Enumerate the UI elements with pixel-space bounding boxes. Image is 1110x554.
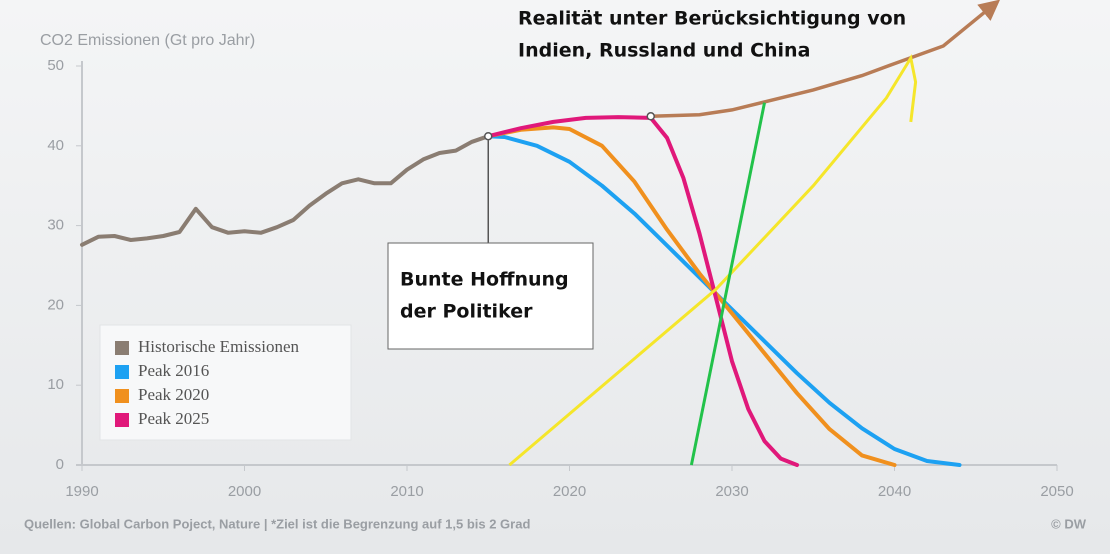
y-tick-label: 30 bbox=[47, 217, 64, 234]
x-tick-label: 2000 bbox=[228, 483, 261, 500]
credit: © DW bbox=[1051, 516, 1087, 531]
legend-label: Historische Emissionen bbox=[138, 337, 300, 356]
x-tick-label: 2010 bbox=[390, 483, 423, 500]
overlay-line bbox=[689, 102, 766, 466]
legend-label: Peak 2020 bbox=[138, 385, 209, 404]
x-tick-label: 1990 bbox=[65, 483, 98, 500]
annotation-text: Realität unter Berücksichtigung von bbox=[518, 8, 906, 30]
legend-label: Peak 2025 bbox=[138, 409, 209, 428]
y-axis-label: CO2 Emissionen (Gt pro Jahr) bbox=[40, 32, 255, 49]
series-line bbox=[80, 134, 491, 247]
legend-swatch bbox=[115, 389, 129, 403]
annotation-box bbox=[387, 242, 594, 350]
series-line bbox=[486, 125, 897, 467]
y-tick-label: 20 bbox=[47, 296, 64, 313]
x-tick-label: 2050 bbox=[1040, 483, 1073, 500]
series-line bbox=[486, 115, 799, 467]
x-tick-label: 2020 bbox=[553, 483, 586, 500]
legend-swatch bbox=[115, 341, 129, 355]
annotation-text: Indien, Russland und China bbox=[518, 40, 810, 62]
y-tick-label: 10 bbox=[47, 376, 64, 393]
point-marker bbox=[484, 131, 493, 141]
y-tick-label: 0 bbox=[56, 456, 64, 473]
point-marker bbox=[646, 112, 655, 121]
y-tick-label: 40 bbox=[47, 137, 64, 154]
overlay-line bbox=[508, 53, 918, 467]
x-tick-label: 2030 bbox=[715, 483, 748, 500]
legend-label: Peak 2016 bbox=[138, 361, 209, 380]
annotation-text: Bunte Hoffnung bbox=[400, 269, 569, 291]
legend-swatch bbox=[115, 413, 129, 427]
annotation-text: der Politiker bbox=[400, 301, 533, 323]
legend-swatch bbox=[115, 365, 129, 379]
source: Quellen: Global Carbon Poject, Nature | … bbox=[24, 516, 530, 531]
x-tick-label: 2040 bbox=[878, 483, 911, 500]
y-tick-label: 50 bbox=[47, 57, 64, 74]
overlay-line bbox=[650, 0, 1001, 119]
legend-box bbox=[99, 324, 352, 441]
